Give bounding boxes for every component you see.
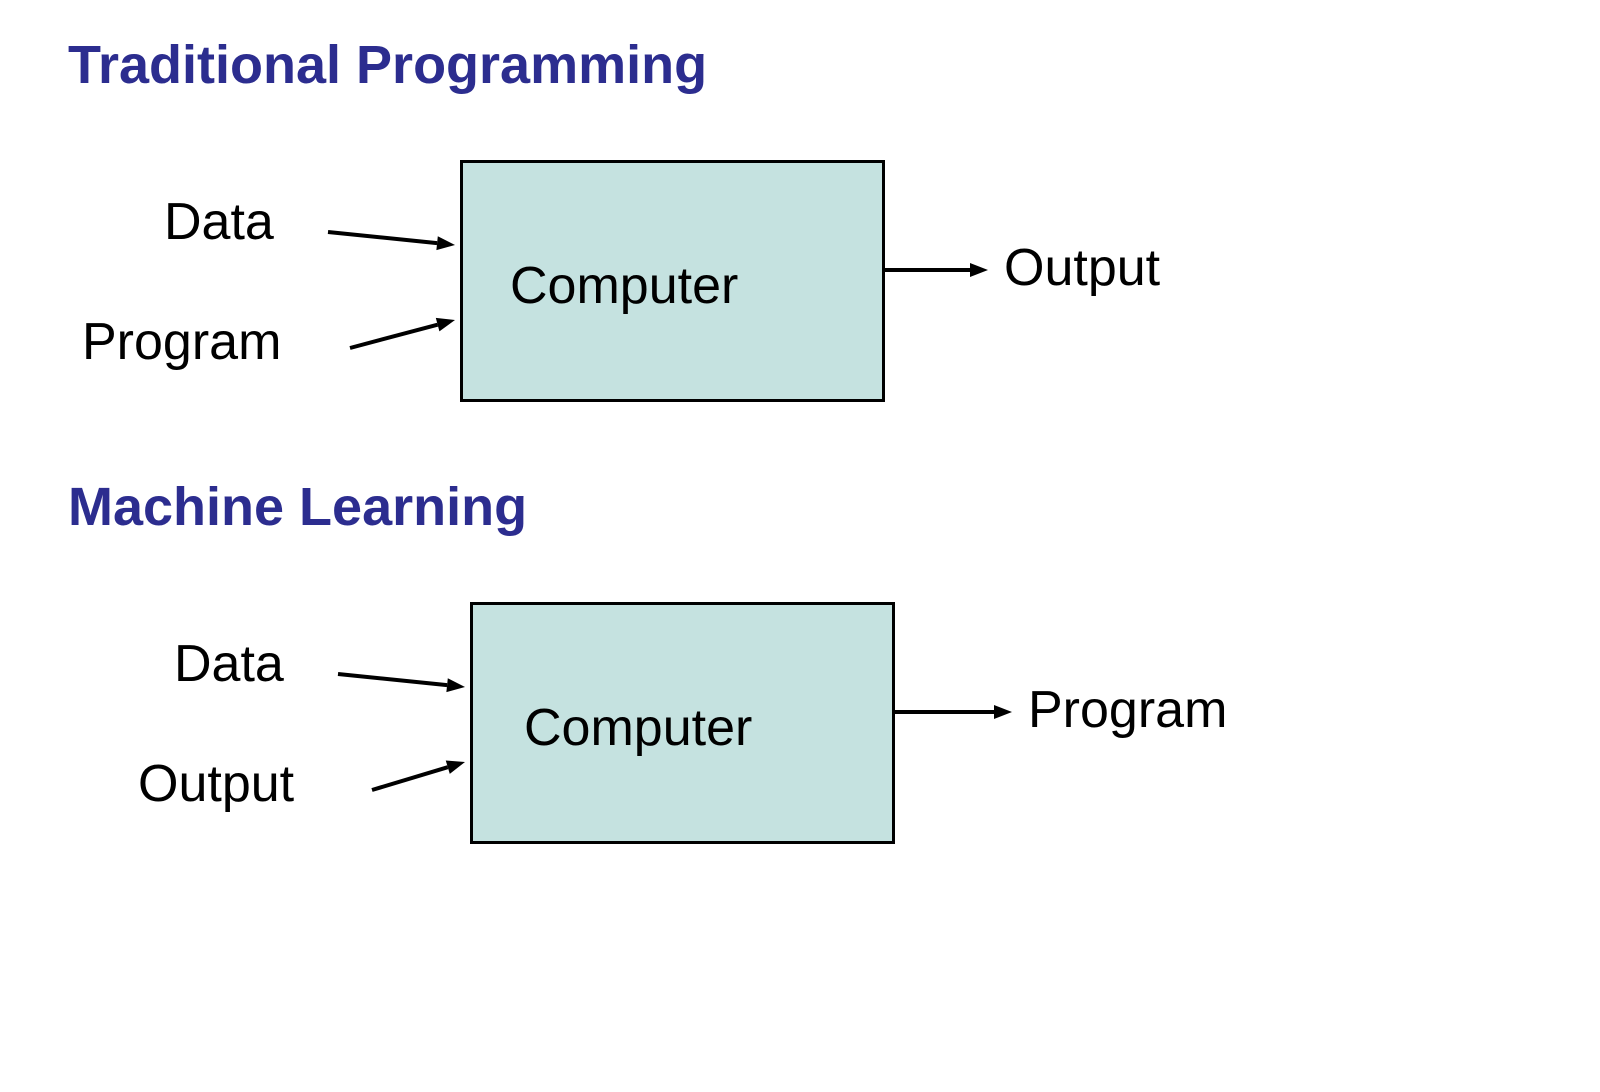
- ml-computer-label: Computer: [524, 698, 752, 758]
- traditional-output-label: Output: [1004, 238, 1160, 298]
- traditional-input-data-label: Data: [164, 192, 274, 252]
- traditional-computer-label: Computer: [510, 256, 738, 316]
- ml-input-output-arrow: [352, 742, 485, 810]
- ml-input-data-label: Data: [174, 634, 284, 694]
- traditional-input-program-arrow: [330, 300, 475, 368]
- ml-output-arrow: [875, 692, 1032, 732]
- traditional-input-data-arrow: [308, 212, 475, 265]
- ml-output-label: Program: [1028, 680, 1227, 740]
- ml-input-data-arrow: [318, 654, 485, 707]
- traditional-input-program-label: Program: [82, 312, 281, 372]
- traditional-output-arrow: [865, 250, 1008, 290]
- traditional-title: Traditional Programming: [68, 34, 707, 96]
- ml-title: Machine Learning: [68, 476, 527, 538]
- ml-input-output-label: Output: [138, 754, 294, 814]
